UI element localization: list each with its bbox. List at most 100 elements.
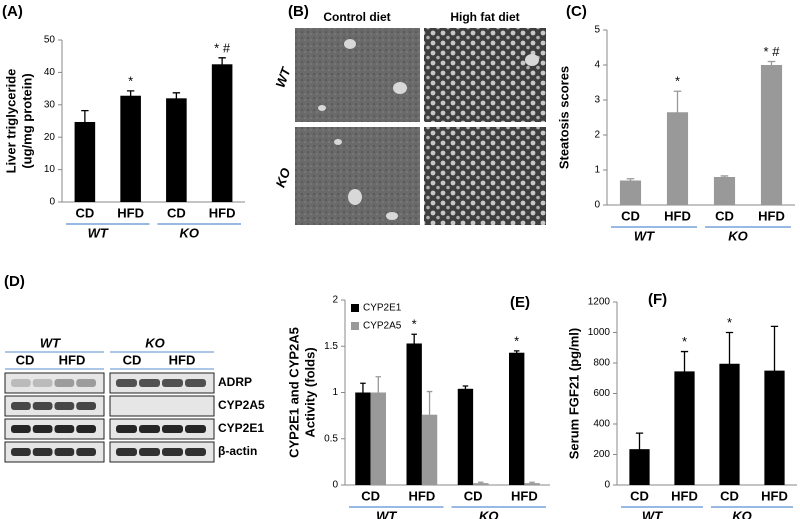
micrograph	[295, 28, 420, 122]
error-bar	[360, 382, 366, 403]
protein-label: ADRP	[218, 375, 252, 389]
panel-label: (F)	[648, 291, 667, 308]
bar	[674, 371, 695, 485]
x-tick-label: HFD	[209, 205, 236, 220]
error-bar	[81, 109, 89, 134]
group-label: WT	[634, 228, 655, 243]
error-bar	[767, 60, 776, 70]
blot-band	[76, 379, 96, 387]
group-label: KO	[145, 335, 165, 350]
x-tick-label: CD	[75, 205, 94, 220]
bar	[120, 95, 141, 202]
group-label: KO	[180, 225, 200, 240]
bar	[355, 392, 371, 485]
y-tick-label: 1000	[588, 327, 611, 338]
x-tick-label: HFD	[761, 488, 788, 503]
error-bar	[478, 481, 484, 485]
blot-band	[139, 448, 160, 456]
y-axis-label: CYP2E1 and CYP2A5	[286, 327, 301, 458]
lane-label: HFD	[169, 352, 196, 367]
y-tick-label: 200	[593, 449, 610, 460]
blot-band	[162, 379, 183, 387]
significance-label: *	[514, 333, 519, 348]
error-bar	[218, 57, 226, 72]
y-tick-label: 1	[594, 165, 600, 176]
blot-band	[11, 448, 31, 456]
blot-band	[54, 402, 75, 410]
blot-strip	[109, 395, 215, 417]
y-tick-label: 600	[593, 388, 610, 399]
y-tick-label: 10	[44, 164, 56, 175]
blot-strip	[4, 372, 105, 394]
y-tick-label: 800	[593, 358, 610, 369]
x-tick-label: CD	[361, 488, 380, 503]
error-bar	[375, 376, 382, 409]
error-bar	[725, 331, 734, 396]
error-bar	[635, 432, 644, 466]
micrograph	[295, 127, 420, 225]
group-label: WT	[642, 508, 663, 519]
bar	[719, 363, 740, 485]
micrograph-panel: (B) Control diet High fat diet WT KO	[272, 3, 546, 225]
blot-band	[54, 425, 75, 433]
blot-band	[32, 425, 53, 433]
vessels	[318, 39, 539, 220]
bar	[370, 392, 386, 485]
bar	[457, 388, 474, 485]
blot-band	[116, 425, 137, 433]
y-tick-label: 1	[332, 387, 338, 398]
bar	[629, 449, 650, 485]
y-tick-label: 0	[594, 200, 600, 211]
lane-label: CD	[123, 352, 142, 367]
x-tick-label: HFD	[511, 488, 538, 503]
blot-band	[76, 402, 96, 410]
blot-band	[76, 448, 96, 456]
bar	[166, 98, 187, 202]
y-tick-label: 1.5	[324, 341, 338, 352]
blot-band	[116, 448, 137, 456]
lane-label: CD	[16, 352, 35, 367]
panel-label: (D)	[4, 273, 25, 290]
y-axis-label: Liver triglyceride	[3, 69, 18, 174]
error-bar	[626, 178, 635, 183]
panel-label: (A)	[2, 3, 23, 20]
bar	[421, 414, 438, 485]
legend-swatch	[351, 322, 359, 330]
y-tick-label: 5	[594, 25, 600, 36]
y-tick-label: 40	[44, 67, 56, 78]
bar	[211, 64, 233, 202]
y-axis-label: Serum FGF21 (pg/ml)	[566, 328, 581, 459]
bar	[713, 177, 736, 205]
y-tick-label: 0.5	[324, 433, 338, 444]
micrograph	[424, 127, 546, 225]
legend-label: CYP2A5	[363, 321, 402, 332]
x-tick-label: CD	[715, 208, 734, 223]
y-tick-label: 20	[44, 132, 56, 143]
significance-label: *	[675, 74, 680, 89]
error-bar	[513, 350, 520, 356]
group-label: KO	[728, 228, 748, 243]
blot-band	[185, 448, 206, 456]
blot-band	[139, 425, 160, 433]
significance-label: *	[128, 73, 133, 88]
blot-band	[76, 425, 96, 433]
error-bar	[426, 390, 433, 439]
y-tick-label: 0	[332, 480, 338, 491]
bar	[764, 370, 785, 485]
blot-band	[162, 448, 183, 456]
y-tick-label: 2	[594, 130, 600, 141]
group-label: KO	[732, 508, 752, 519]
blot-band	[185, 379, 206, 387]
error-bar	[680, 350, 689, 392]
error-bar	[720, 175, 729, 179]
y-tick-label: 1200	[588, 297, 611, 308]
x-tick-label: HFD	[409, 488, 436, 503]
x-tick-label: HFD	[758, 208, 785, 223]
blot-band	[54, 379, 75, 387]
lane-label: HFD	[59, 352, 86, 367]
blot-band	[116, 379, 137, 387]
row-label: KO	[273, 166, 294, 189]
error-bar	[411, 333, 417, 354]
blot-band	[11, 379, 31, 387]
error-bar	[462, 385, 469, 393]
